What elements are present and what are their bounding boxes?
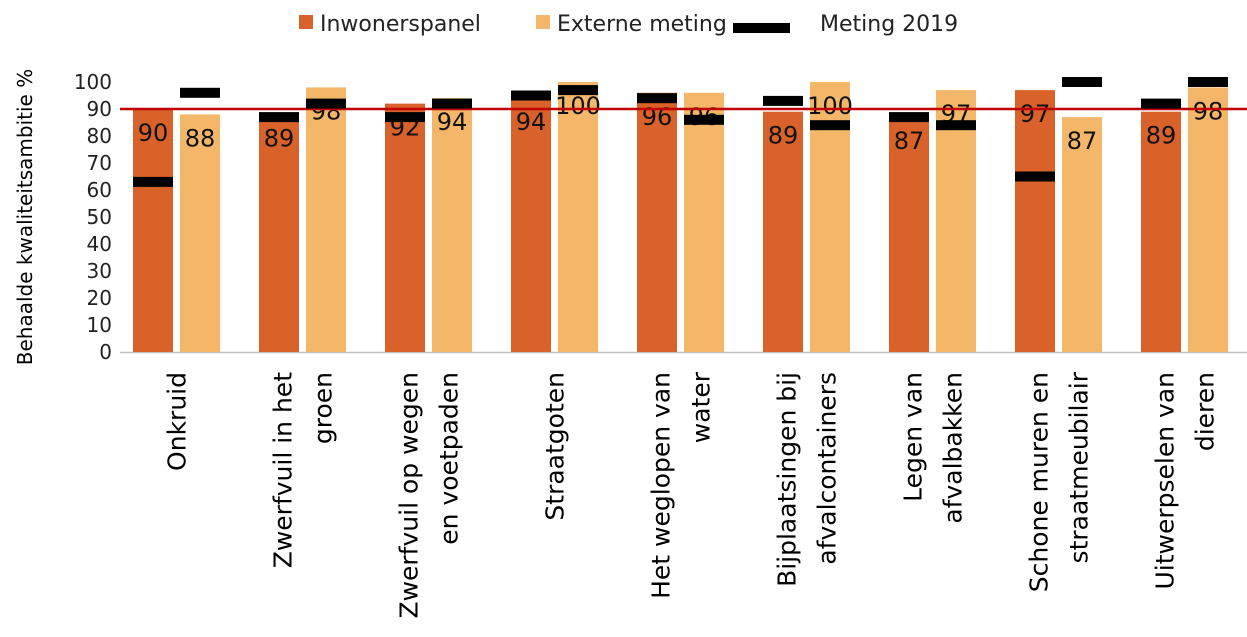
y-tick-label: 90	[87, 97, 112, 121]
x-category-label: Zwerfvuil in het groen	[269, 372, 338, 568]
legend-label-externe-meting: Externe meting	[557, 12, 727, 37]
data-label-externe-meting: 98	[1193, 97, 1224, 125]
x-category-label-line: afvalbakken	[939, 372, 968, 524]
marker-meting-2019	[1141, 98, 1181, 109]
y-tick-label: 30	[87, 259, 112, 283]
y-tick-label: 80	[87, 124, 112, 148]
x-category-label-line: dieren	[1191, 372, 1220, 451]
y-tick-label: 60	[87, 178, 112, 202]
marker-meting-2019	[684, 114, 724, 125]
marker-meting-2019	[385, 112, 425, 123]
data-label-externe-meting: 94	[437, 108, 468, 136]
x-category-label: Bijplaatsingen bij afvalcontainers	[773, 372, 842, 587]
bar-externe-meting	[180, 114, 220, 353]
marker-meting-2019	[810, 120, 850, 131]
marker-meting-2019	[936, 120, 976, 131]
bar-inwonerspanel	[1141, 111, 1181, 352]
bar-externe-meting	[306, 87, 346, 353]
x-category-label: Legen van afvalbakken	[899, 372, 968, 524]
marker-meting-2019	[558, 85, 598, 96]
data-label-inwonerspanel: 90	[138, 119, 169, 147]
data-label-inwonerspanel: 89	[768, 122, 799, 150]
y-tick-label: 40	[87, 232, 112, 256]
x-category-label: Onkruid	[163, 372, 192, 471]
data-label-externe-meting: 100	[807, 92, 853, 120]
x-category-label-line: Zwerfvuil op wegen	[395, 372, 424, 619]
marker-meting-2019	[637, 93, 677, 104]
legend-swatch-externe-meting	[536, 15, 550, 29]
bar-externe-meting	[432, 98, 472, 352]
marker-meting-2019	[1015, 171, 1055, 182]
data-label-inwonerspanel: 87	[894, 127, 925, 155]
data-label-externe-meting: 100	[555, 92, 601, 120]
x-category-label-line: Zwerfvuil in het	[269, 372, 298, 568]
legend-label-inwonerspanel: Inwonerspanel	[320, 12, 481, 37]
y-tick-label: 20	[87, 286, 112, 310]
marker-meting-2019	[511, 90, 551, 101]
x-category-label: Straatgoten	[541, 372, 570, 521]
data-label-externe-meting: 88	[185, 124, 216, 152]
marker-meting-2019	[432, 98, 472, 109]
x-category-label-line: Bijplaatsingen bij	[773, 372, 802, 587]
bar-inwonerspanel	[763, 111, 803, 352]
x-category-label-line: water	[687, 371, 716, 443]
x-category-label: Zwerfvuil op wegen en voetpaden	[395, 372, 464, 619]
bar-inwonerspanel	[637, 92, 677, 353]
bar-inwonerspanel	[511, 98, 551, 352]
marker-meting-2019	[259, 112, 299, 123]
marker-meting-2019	[180, 87, 220, 98]
bar-externe-meting	[558, 82, 598, 352]
bar-inwonerspanel	[259, 114, 299, 353]
marker-meting-2019	[1062, 77, 1102, 87]
x-category-label: Uitwerpselen van dieren	[1151, 372, 1220, 590]
y-axis-title: Behaalde kwaliteitsambitie %	[13, 69, 37, 365]
x-category-label-line: straatmeubilair	[1065, 371, 1094, 563]
bar-inwonerspanel	[1015, 90, 1055, 352]
marker-meting-2019	[133, 176, 173, 187]
x-category-label-line: Uitwerpselen van	[1151, 372, 1180, 590]
legend-label-meting-2019: Meting 2019	[820, 12, 958, 37]
bar-externe-meting	[684, 92, 724, 353]
x-category-label-line: Het weglopen van	[647, 372, 676, 599]
marker-meting-2019	[889, 112, 929, 123]
bar-inwonerspanel	[133, 109, 173, 352]
legend-swatch-meting-2019	[733, 23, 790, 33]
data-label-inwonerspanel: 96	[642, 103, 673, 131]
legend-swatch-inwonerspanel	[299, 15, 313, 29]
bar-externe-meting	[936, 90, 976, 352]
x-category-label-line: en voetpaden	[435, 372, 464, 545]
marker-meting-2019	[763, 95, 803, 106]
y-tick-label: 10	[87, 313, 112, 337]
y-tick-label: 70	[87, 151, 112, 175]
data-label-inwonerspanel: 89	[264, 124, 295, 152]
x-category-label-line: Schone muren en	[1025, 372, 1054, 592]
data-label-inwonerspanel: 89	[1146, 122, 1177, 150]
y-tick-label: 100	[74, 70, 112, 94]
data-label-inwonerspanel: 94	[516, 108, 547, 136]
y-tick-label: 0	[99, 340, 112, 364]
bar-inwonerspanel	[889, 117, 929, 352]
x-category-label: Het weglopen van water	[647, 371, 716, 599]
bar-externe-meting	[1062, 117, 1102, 352]
data-label-externe-meting: 87	[1067, 127, 1098, 155]
data-label-inwonerspanel: 97	[1020, 100, 1051, 128]
x-category-label-line: Onkruid	[163, 372, 192, 471]
bar-externe-meting	[1188, 87, 1228, 353]
x-category-label: Schone muren en straatmeubilair	[1025, 371, 1094, 592]
x-category-label-line: Legen van	[899, 372, 928, 502]
x-category-label-line: Straatgoten	[541, 372, 570, 521]
marker-meting-2019	[306, 98, 346, 109]
marker-meting-2019	[1188, 77, 1228, 87]
x-category-label-line: afvalcontainers	[813, 372, 842, 565]
bar-inwonerspanel	[385, 103, 425, 352]
x-category-label-line: groen	[309, 372, 338, 444]
y-tick-label: 50	[87, 205, 112, 229]
